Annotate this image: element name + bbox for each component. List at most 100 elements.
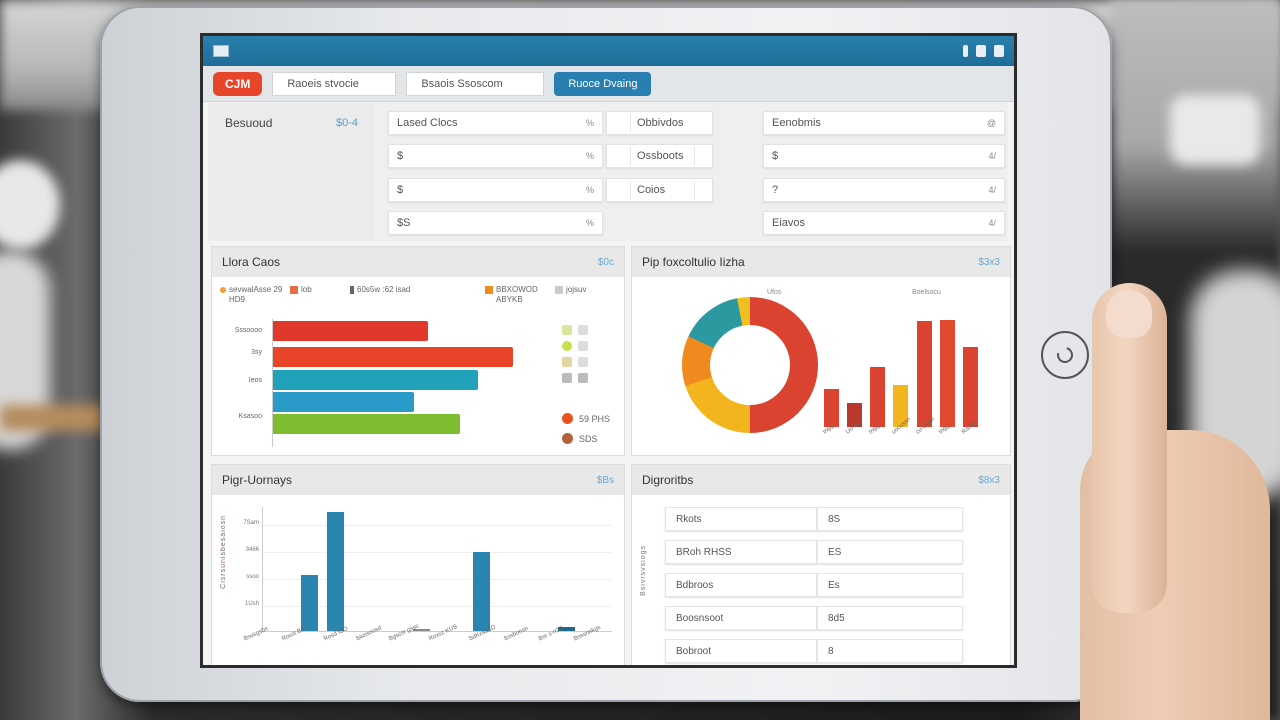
field-value: Eenobmis [772,117,821,129]
checkbox[interactable] [613,114,631,132]
check-field-1[interactable]: Obbivdos [606,111,713,135]
form-label-column: Besuoud $0-4 [208,103,373,239]
column[interactable] [413,629,430,631]
bar[interactable] [273,370,478,390]
bar-label: Ksasoo [238,413,262,420]
legend-mini-icon [562,341,572,351]
card-title: Digroritbs [642,473,694,487]
column-label: Sssbonsn [503,625,530,643]
legend-item: lob [290,285,312,295]
table-cell-value: 8S [817,507,963,531]
column-label: Bgsssr gsss [388,623,420,643]
y-tick: 7Sam [243,520,259,526]
bar[interactable] [870,367,885,427]
column[interactable] [558,627,575,631]
field-suffix: 4/ [988,151,996,161]
table-cell-value: 8 [817,639,963,663]
column[interactable] [473,552,490,631]
check-field-3[interactable]: Coios [606,178,713,202]
bar[interactable] [893,385,908,427]
checkbox-right[interactable] [694,181,712,199]
background-counter [0,405,110,431]
image-icon[interactable] [976,45,986,57]
form-label: Besuoud [225,116,273,130]
primary-button[interactable]: CJM [213,71,263,96]
card-title: Pigr-Uornays [222,473,293,487]
legend-mini-icon [578,357,588,367]
bar[interactable] [917,321,932,427]
left-field-2[interactable]: $ % [388,144,603,168]
data-table: Bsivrsvsiogs Rkots 8S BRoh RHSS ES Bdbro… [632,495,1010,665]
field-value: $ [397,184,404,196]
card-header: Digroritbs $8x3 [632,465,1010,495]
column[interactable] [327,512,344,631]
legend-mini-icon [562,373,572,383]
card-title: Pip foxcoltulio Iizha [642,255,745,269]
donut-chart: Ufos Boelsocu Ingg Uo-cu Ingg uocussn cu… [632,277,1010,455]
bar-label: Ieos [248,377,262,384]
legend-mini-icon [578,325,588,335]
table-cell-name: Boosnsoot [665,606,817,630]
card-badge[interactable]: $0c [597,256,614,268]
column-label: Bsr s-rGD [538,625,565,643]
legend-swatch-icon [290,286,298,294]
right-field-1[interactable]: Eenobmis @ [763,111,1005,135]
active-action-button[interactable]: Ruoce Dvaing [554,71,652,96]
table-row[interactable]: Bdbroos Es [665,573,963,597]
bar[interactable] [273,321,428,341]
table-cell-name: BRoh RHSS [665,540,817,564]
table-side-label: Bsivrsvsiogs [640,545,647,596]
left-field-1[interactable]: Lased Clocs % [388,111,603,135]
bar[interactable] [273,414,460,434]
right-field-3[interactable]: ? 4/ [763,178,1005,202]
bar[interactable] [824,389,839,427]
donut-ring[interactable] [682,297,818,433]
toolbar-tab-2[interactable]: Bsaois Ssoscom [406,71,545,96]
bar-chart: sevwalAsse 29 HD9 lob 60s5w :62 isad BBX… [212,277,624,455]
bar[interactable] [273,347,513,367]
column[interactable] [301,575,318,631]
left-field-4[interactable]: $S % [388,211,603,235]
field-value: Lased Clocs [397,117,458,129]
app-logo-icon[interactable] [213,45,229,57]
table-row[interactable]: Bobroot 8 [665,639,963,663]
right-field-4[interactable]: Eiavos 4/ [763,211,1005,235]
column-label: Bsssnnkgs [573,624,602,643]
vertical-bar-plot: Ingg Uo-cu Ingg uocussn cu-ussel Ingg Ra… [822,317,982,436]
bar[interactable] [963,347,978,427]
bar[interactable] [273,392,414,412]
table-row[interactable]: Boosnsoot 8d5 [665,606,963,630]
settings-icon[interactable] [994,45,1004,57]
card-badge[interactable]: $Bs [596,474,614,486]
table-cell-name: Bobroot [665,639,817,663]
table-cell-value: ES [817,540,963,564]
card-badge[interactable]: $3x3 [978,256,1000,268]
table-cell-name: Rkots [665,507,817,531]
toolbar-tab-1[interactable]: Raoeis stvocie [272,71,397,96]
field-suffix: % [585,185,594,195]
y-tick: 1Ush [244,601,259,607]
bar[interactable] [940,320,955,427]
bar[interactable] [847,403,862,427]
bar-label: Sssoooo [234,327,262,334]
legend-swatch-icon [350,286,354,294]
legend-item: BBXOWOD ABYKB [485,285,548,305]
home-button[interactable] [1041,331,1089,379]
checkbox[interactable] [613,147,631,165]
form-panel: Besuoud $0-4 Lased Clocs % $ % $ % $S % … [208,103,1008,241]
checkbox-right[interactable] [694,147,712,165]
check-field-2[interactable]: Ossboots [606,144,713,168]
background-cups [1170,95,1260,165]
checkbox[interactable] [613,181,631,199]
title-bar [203,36,1014,66]
right-field-2[interactable]: $ 4/ [763,144,1005,168]
table-row[interactable]: Rkots 8S [665,507,963,531]
bar-plot-area: Sssoooo 3sy Ieos Ksasoo [235,319,552,447]
thumb-nail [1106,290,1152,338]
left-field-3[interactable]: $ % [388,178,603,202]
card-badge[interactable]: $8x3 [978,474,1000,486]
field-value: $ [772,150,779,162]
table-row[interactable]: BRoh RHSS ES [665,540,963,564]
check-label: Obbivdos [637,117,684,129]
field-suffix: % [585,118,594,128]
